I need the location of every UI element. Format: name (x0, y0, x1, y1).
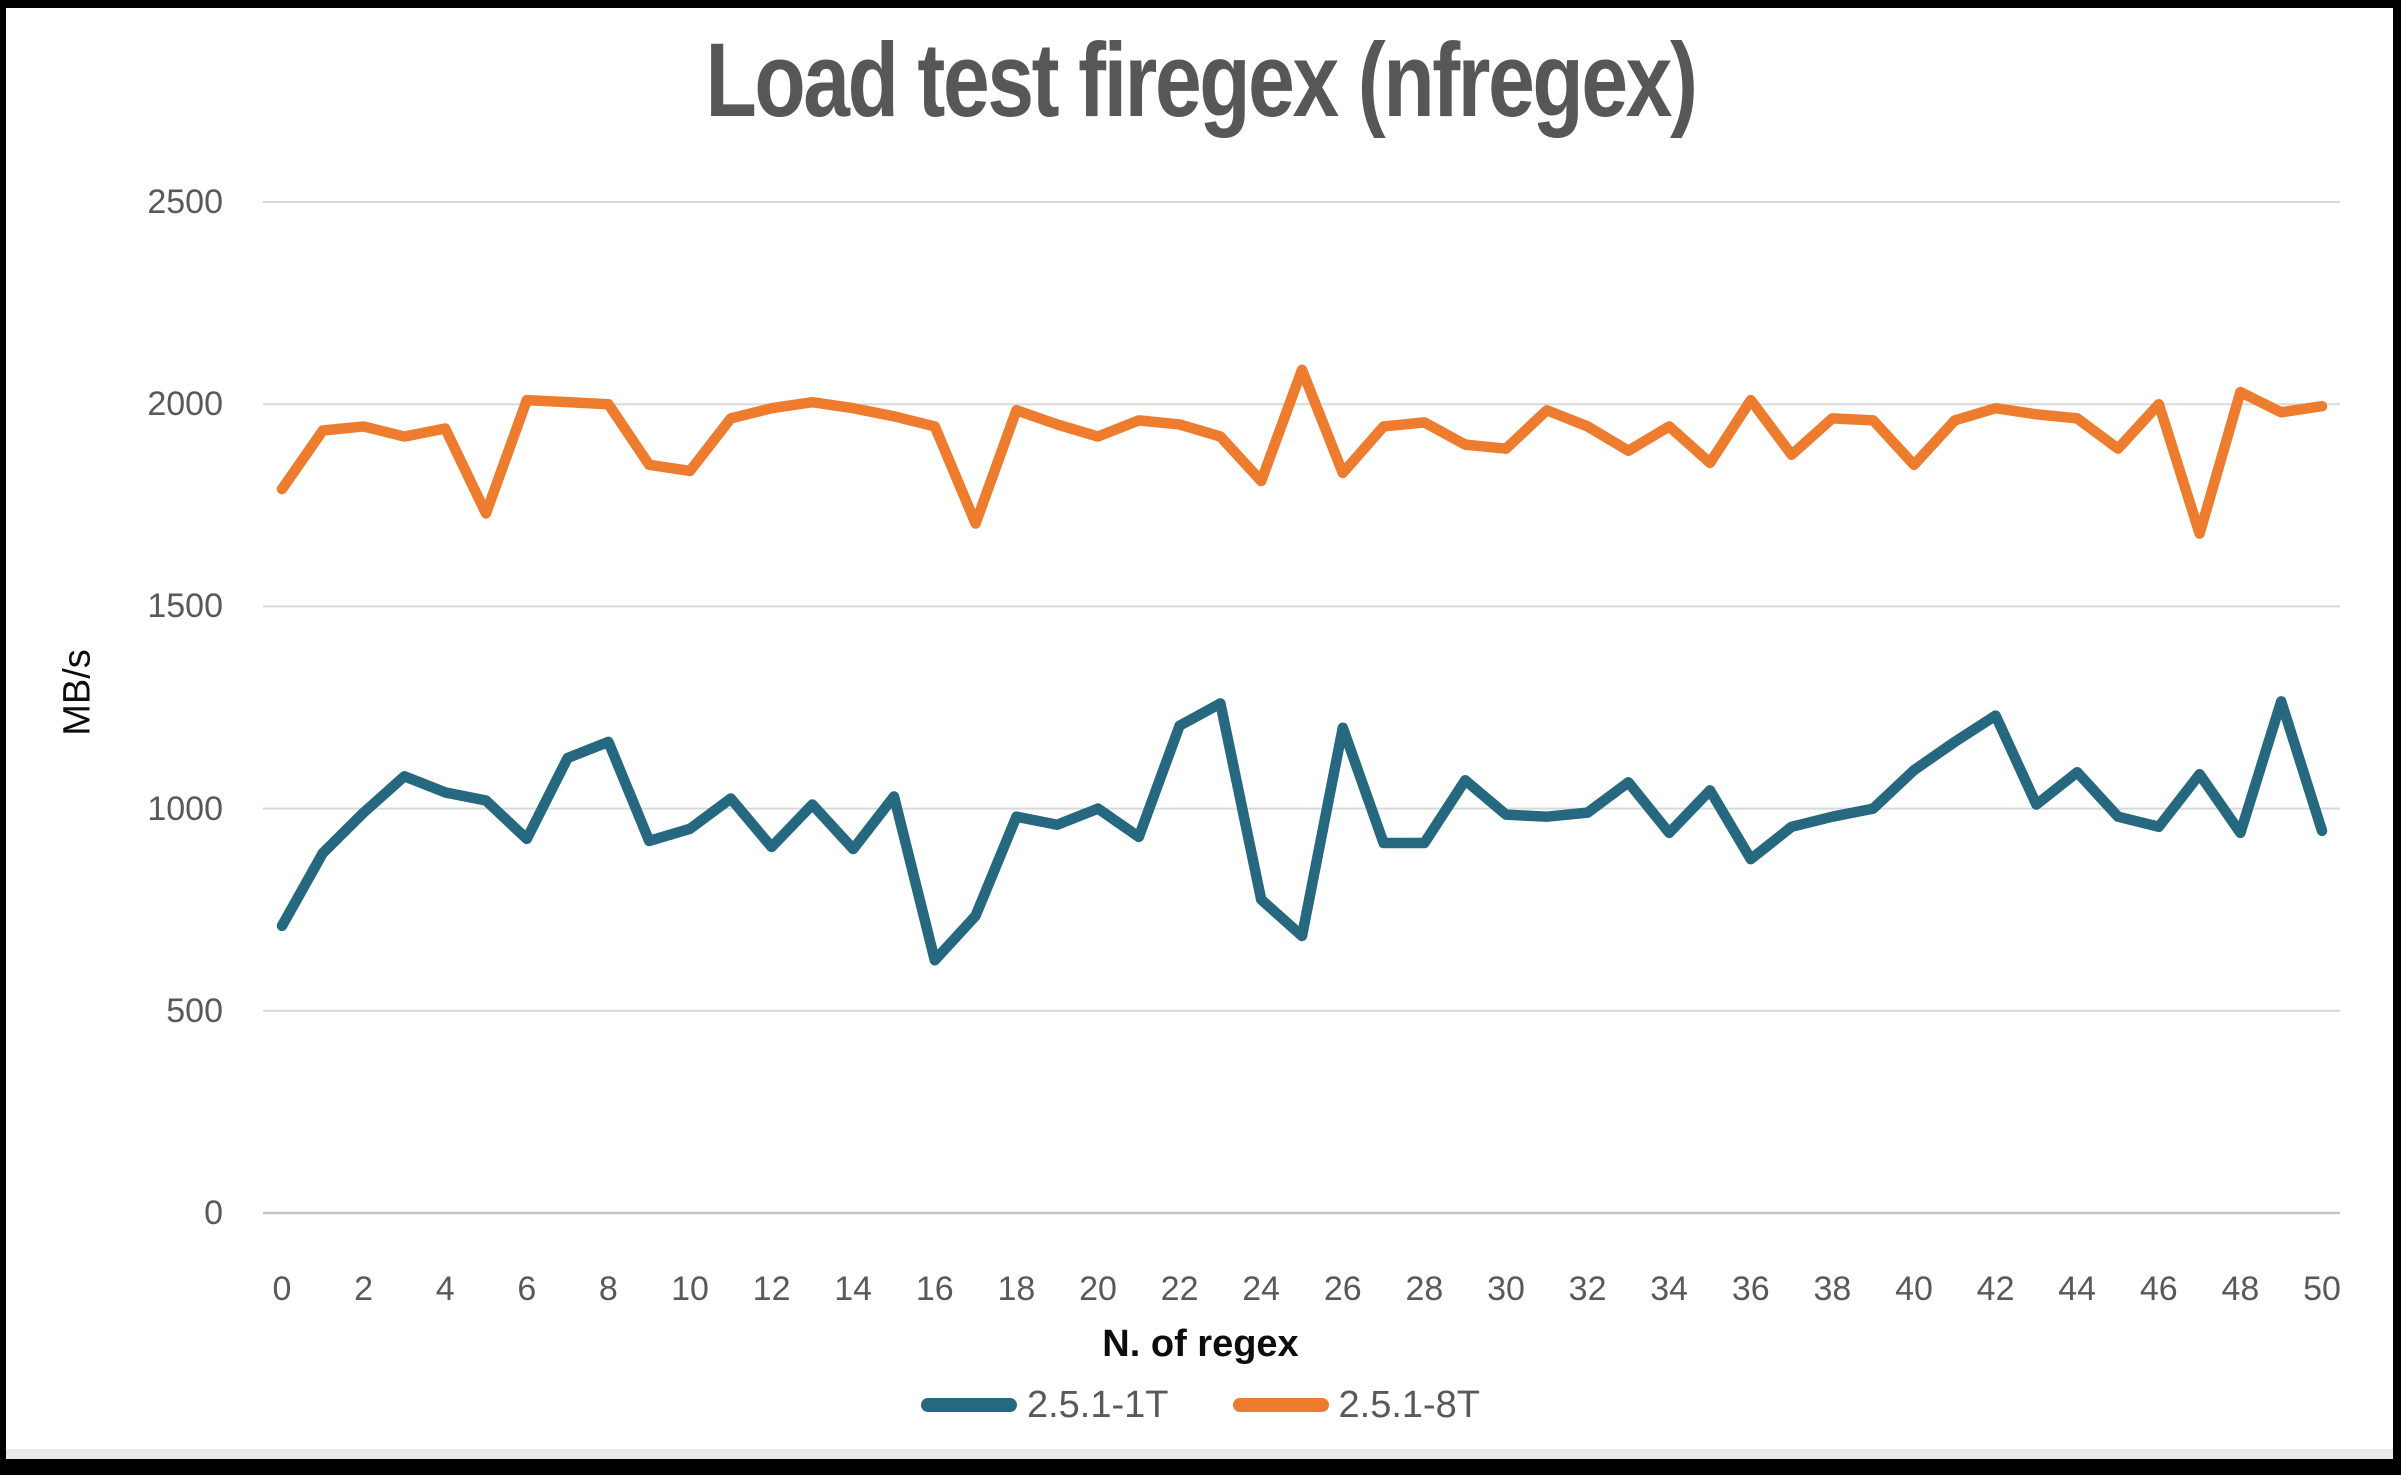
y-tick-label: 500 (166, 991, 223, 1030)
y-axis-title: MB/s (56, 649, 99, 736)
x-tick-label: 36 (1731, 1270, 1770, 1308)
x-tick-label: 48 (2221, 1270, 2260, 1308)
x-tick-label: 46 (2139, 1270, 2178, 1308)
x-axis-title: N. of regex (1102, 1323, 1299, 1365)
legend-label-1T: 2.5.1-1T (1026, 1384, 1169, 1426)
chart-title: Load test firegex (nfregex) (705, 22, 1697, 139)
legend-item-1T: 2.5.1-1T (920, 1383, 1169, 1427)
x-tick-label: 44 (2058, 1270, 2097, 1308)
x-tick-label: 28 (1405, 1270, 1444, 1308)
x-tick-label: 22 (1160, 1270, 1199, 1308)
y-tick-label: 2000 (147, 385, 223, 424)
x-tick-label: 40 (1895, 1270, 1933, 1308)
x-tick-label: 6 (517, 1270, 537, 1308)
x-tick-label: 32 (1568, 1270, 1607, 1308)
y-tick-label: 0 (204, 1194, 223, 1232)
x-tick-label: 18 (997, 1270, 1036, 1308)
frame-border-top (0, 0, 2401, 8)
y-tick-label: 2500 (147, 183, 223, 221)
x-tick-label: 50 (2303, 1270, 2341, 1308)
x-tick-label: 24 (1242, 1270, 1281, 1308)
frame-border-right (2393, 0, 2401, 1475)
legend-swatch-8T (1232, 1398, 1329, 1412)
legend-swatch-1T (920, 1398, 1017, 1412)
x-tick-label: 8 (598, 1270, 618, 1308)
y-tick-label: 1000 (147, 789, 223, 828)
x-tick-label: 26 (1323, 1270, 1362, 1308)
x-tick-label: 20 (1079, 1270, 1117, 1308)
legend-item-8T: 2.5.1-8T (1232, 1383, 1481, 1427)
x-tick-label: 4 (435, 1270, 455, 1308)
x-tick-label: 16 (915, 1270, 954, 1308)
frame-border-bottom (0, 1459, 2401, 1475)
x-tick-label: 10 (671, 1270, 709, 1308)
x-tick-label: 12 (752, 1270, 791, 1308)
x-tick-label: 0 (272, 1270, 292, 1308)
legend: 2.5.1-1T 2.5.1-8T (0, 1383, 2401, 1427)
series-line-2.5.1-8T (276, 364, 2328, 539)
y-tick-label: 1500 (147, 587, 223, 626)
x-tick-label: 30 (1487, 1270, 1525, 1308)
x-tick-label: 34 (1650, 1270, 1689, 1308)
frame-gray-strip (6, 1449, 2393, 1459)
x-tick-label: 14 (834, 1270, 873, 1308)
frame-border-left (0, 0, 6, 1475)
legend-label-8T: 2.5.1-8T (1338, 1384, 1481, 1426)
x-tick-label: 2 (354, 1270, 374, 1308)
x-tick-label: 42 (1976, 1270, 2015, 1308)
series-line-2.5.1-1T (276, 696, 2328, 966)
x-tick-label: 38 (1813, 1270, 1852, 1308)
